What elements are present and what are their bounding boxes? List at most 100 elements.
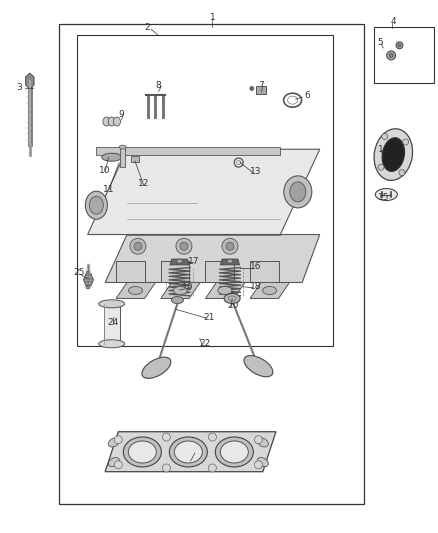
Ellipse shape	[170, 437, 207, 467]
Circle shape	[114, 461, 122, 469]
Ellipse shape	[215, 437, 253, 467]
Ellipse shape	[142, 357, 171, 378]
Ellipse shape	[180, 242, 188, 251]
Ellipse shape	[130, 238, 146, 254]
Text: 8: 8	[155, 81, 161, 90]
Ellipse shape	[108, 438, 120, 447]
Bar	[131, 156, 139, 162]
Text: 20: 20	[228, 302, 239, 310]
Ellipse shape	[128, 441, 156, 463]
Ellipse shape	[382, 138, 405, 172]
Ellipse shape	[102, 153, 122, 161]
Text: 1: 1	[209, 13, 215, 21]
Text: 17: 17	[188, 257, 200, 265]
Ellipse shape	[244, 356, 273, 377]
Polygon shape	[205, 282, 245, 298]
Text: 16: 16	[250, 262, 261, 271]
Ellipse shape	[284, 176, 312, 208]
Ellipse shape	[257, 438, 268, 447]
Ellipse shape	[171, 296, 184, 304]
Text: 13: 13	[250, 167, 261, 176]
Ellipse shape	[129, 286, 142, 295]
Circle shape	[403, 139, 409, 145]
Ellipse shape	[124, 437, 161, 467]
Circle shape	[162, 464, 170, 472]
Ellipse shape	[224, 294, 240, 303]
Ellipse shape	[389, 53, 393, 58]
Polygon shape	[116, 282, 155, 298]
Ellipse shape	[108, 117, 115, 126]
Polygon shape	[84, 274, 93, 286]
Circle shape	[208, 433, 216, 441]
Circle shape	[254, 435, 262, 444]
Ellipse shape	[257, 457, 268, 467]
Ellipse shape	[177, 259, 183, 263]
Circle shape	[162, 433, 170, 441]
Bar	[96, 147, 280, 155]
Polygon shape	[105, 432, 276, 472]
Polygon shape	[88, 149, 320, 235]
Ellipse shape	[103, 117, 110, 126]
Ellipse shape	[222, 238, 238, 254]
Ellipse shape	[263, 286, 276, 295]
Ellipse shape	[176, 238, 192, 254]
Ellipse shape	[250, 86, 254, 91]
Polygon shape	[25, 73, 34, 89]
Ellipse shape	[99, 300, 125, 308]
Ellipse shape	[113, 117, 120, 126]
Polygon shape	[161, 282, 200, 298]
Text: 23: 23	[188, 450, 200, 458]
Polygon shape	[250, 261, 279, 282]
Ellipse shape	[396, 42, 403, 49]
Text: 21: 21	[204, 313, 215, 321]
Ellipse shape	[220, 441, 248, 463]
Ellipse shape	[218, 286, 232, 295]
Ellipse shape	[375, 189, 397, 200]
Text: 4: 4	[391, 17, 396, 26]
Circle shape	[378, 164, 384, 170]
Polygon shape	[205, 261, 234, 282]
Ellipse shape	[85, 191, 107, 219]
Ellipse shape	[174, 441, 202, 463]
Text: 3: 3	[17, 84, 22, 92]
Text: 25: 25	[74, 269, 85, 277]
Ellipse shape	[108, 457, 120, 467]
Ellipse shape	[226, 242, 234, 251]
Text: 18: 18	[250, 282, 261, 291]
Ellipse shape	[89, 196, 103, 214]
Polygon shape	[105, 235, 320, 282]
Circle shape	[399, 169, 405, 175]
Text: 15: 15	[378, 193, 389, 201]
Circle shape	[114, 435, 122, 444]
Bar	[59, 24, 364, 504]
Polygon shape	[104, 304, 120, 344]
Text: 9: 9	[118, 110, 124, 119]
Circle shape	[382, 134, 388, 140]
Ellipse shape	[173, 286, 187, 295]
Bar	[120, 147, 125, 167]
Bar	[256, 86, 266, 94]
Text: 24: 24	[107, 318, 119, 327]
Polygon shape	[161, 261, 189, 282]
Polygon shape	[116, 261, 145, 282]
Text: 22: 22	[199, 340, 211, 348]
Text: 12: 12	[138, 180, 149, 188]
Text: 5: 5	[378, 38, 383, 47]
Ellipse shape	[290, 182, 306, 202]
Ellipse shape	[387, 51, 396, 60]
Circle shape	[208, 464, 216, 472]
Text: 7: 7	[258, 81, 264, 90]
Circle shape	[254, 461, 262, 469]
Text: 10: 10	[99, 166, 110, 175]
Polygon shape	[170, 259, 189, 265]
Text: 11: 11	[103, 185, 114, 193]
Bar	[374, 27, 434, 83]
Text: 6: 6	[304, 92, 310, 100]
Ellipse shape	[99, 340, 125, 348]
Text: 19: 19	[182, 284, 193, 292]
Ellipse shape	[374, 129, 413, 180]
Ellipse shape	[227, 259, 233, 263]
Text: 2: 2	[145, 23, 150, 32]
Polygon shape	[250, 282, 290, 298]
Ellipse shape	[398, 44, 401, 47]
